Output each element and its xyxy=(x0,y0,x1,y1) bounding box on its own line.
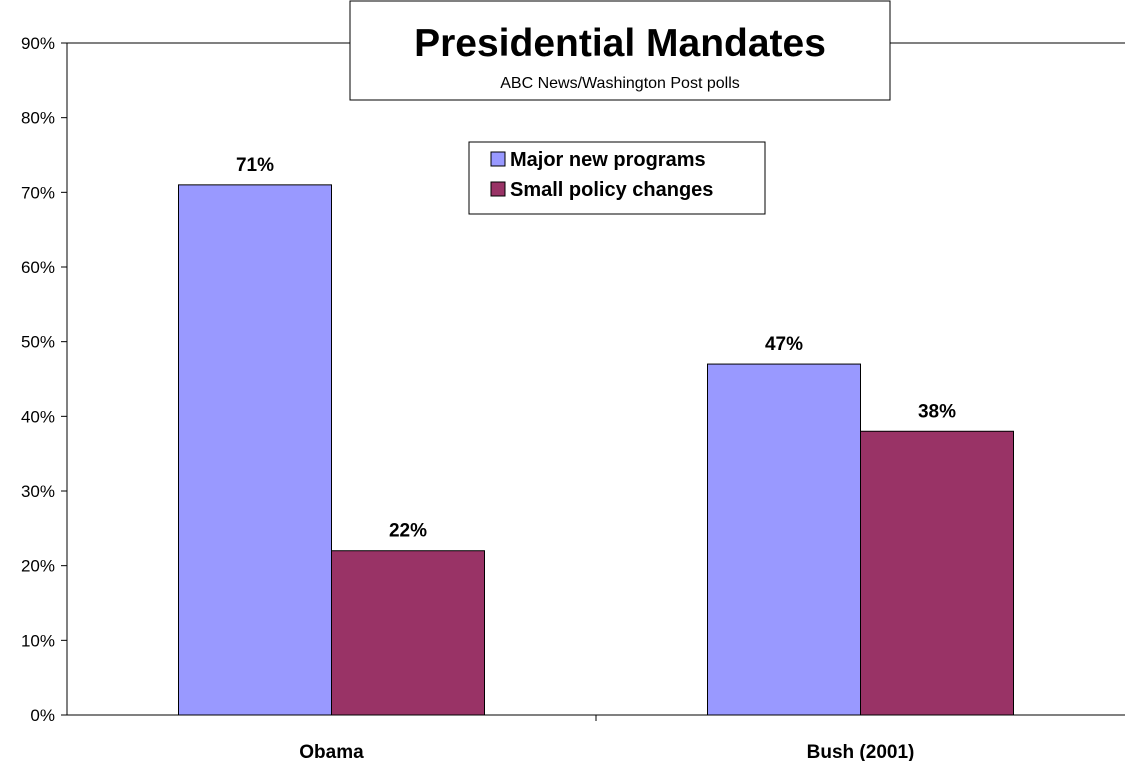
axes: 0% 10% 20% 30% 40% 50% 60% 70% 80% 90% Obama Bush (… xyxy=(21,34,1125,761)
y-tick-label: 90% xyxy=(21,34,55,53)
legend-swatch xyxy=(490,181,506,197)
data-label: 22% xyxy=(389,521,427,542)
chart-title: Presidential Mandates xyxy=(414,22,826,65)
bars xyxy=(178,184,1014,716)
title-box: Presidential Mandates ABC News/Washingto… xyxy=(349,0,891,101)
legend-swatch xyxy=(490,151,506,167)
data-label: 47% xyxy=(765,334,803,355)
y-tick-label: 70% xyxy=(21,183,55,202)
y-tick-label: 50% xyxy=(21,333,55,352)
data-label: 71% xyxy=(236,155,274,176)
legend-label: Major new programs xyxy=(510,149,706,171)
y-tick-label: 0% xyxy=(30,706,55,725)
data-labels: 71% 22% 47% 38% xyxy=(236,155,956,542)
y-tick-label: 40% xyxy=(21,407,55,426)
legend-label: Small policy changes xyxy=(510,179,713,201)
bar xyxy=(178,184,332,716)
chart-subtitle: ABC News/Washington Post polls xyxy=(500,75,740,92)
y-tick-label: 60% xyxy=(21,258,55,277)
data-label: 38% xyxy=(918,401,956,422)
x-tick-label: Obama xyxy=(299,742,364,761)
bar xyxy=(860,430,1014,716)
bar xyxy=(331,550,485,716)
x-tick-label: Bush (2001) xyxy=(807,742,915,761)
bar xyxy=(707,363,861,716)
y-tick-label: 80% xyxy=(21,109,55,128)
y-tick-label: 10% xyxy=(21,631,55,650)
y-tick-label: 20% xyxy=(21,557,55,576)
legend: Major new programs Small policy changes xyxy=(468,141,766,215)
y-tick-label: 30% xyxy=(21,482,55,501)
